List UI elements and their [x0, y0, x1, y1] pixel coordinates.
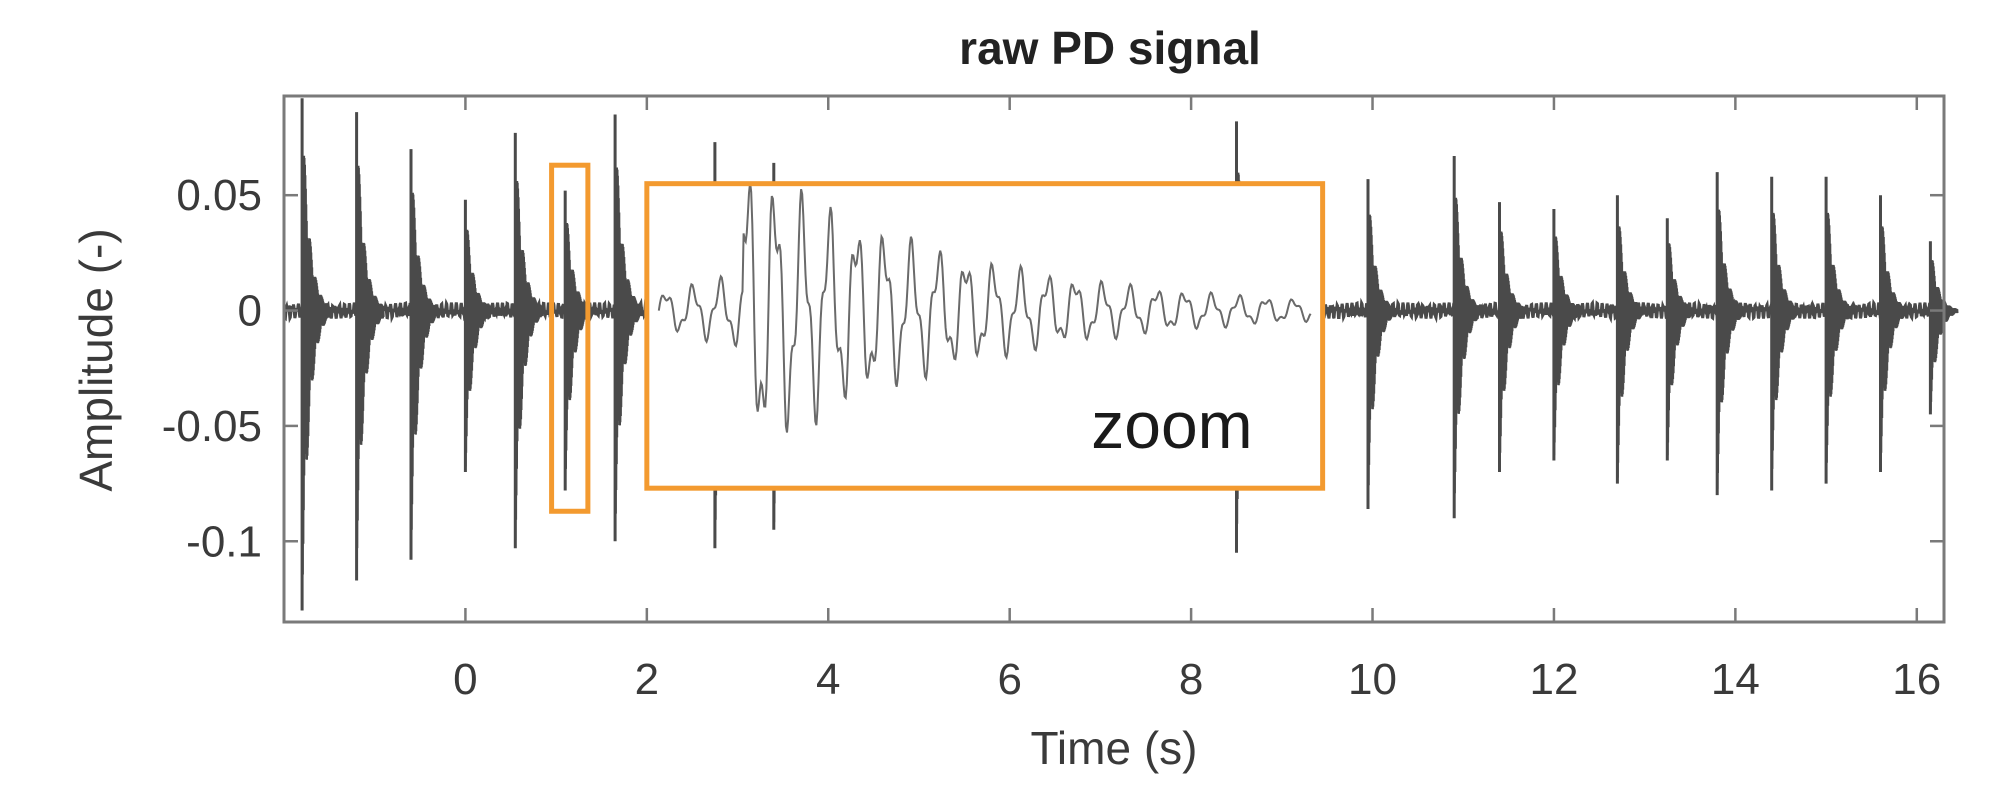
zoom-label: zoom [1091, 388, 1252, 462]
signal-burst [1616, 226, 1646, 478]
signal-burst [464, 229, 494, 467]
y-tick-label: 0 [238, 287, 262, 336]
axes-box [282, 94, 1946, 624]
x-tick-label: 6 [997, 655, 1021, 704]
signal-burst [1453, 197, 1483, 512]
signal-burst [1666, 243, 1696, 456]
x-axis-label: Time (s) [1031, 722, 1198, 774]
zoom-waveform [657, 182, 1312, 433]
y-axis: 0.05 0 -0.05 -0.1 [162, 171, 1944, 566]
x-tick-label: 8 [1179, 655, 1203, 704]
x-axis: 0 2 4 6 8 10 12 14 16 [453, 96, 1941, 704]
signal-burst [1770, 212, 1800, 485]
signal-burst [1552, 236, 1582, 456]
plot-area [282, 98, 1959, 611]
x-tick-label: 14 [1711, 655, 1760, 704]
signal-burst [514, 180, 544, 541]
signal-burst [355, 165, 385, 572]
x-tick-label: 4 [816, 655, 840, 704]
signal-burst [1825, 212, 1855, 478]
signal-burst [1366, 214, 1397, 503]
signal-burst [614, 167, 644, 534]
y-axis-label: Amplitude (-) [70, 228, 122, 491]
signal-burst [409, 192, 440, 552]
y-tick-label: 0.05 [176, 171, 262, 220]
x-tick-label: 2 [635, 655, 659, 704]
annotations: zoom [549, 162, 1326, 514]
signal-burst [301, 155, 331, 601]
x-tick-label: 0 [453, 655, 477, 704]
y-tick-label: -0.05 [162, 402, 262, 451]
y-tick-label: -0.1 [186, 517, 262, 566]
zoom-box [644, 181, 1326, 491]
selection-box [549, 162, 591, 514]
signal-burst [1879, 226, 1909, 467]
signal-burst [1498, 231, 1528, 467]
x-tick-label: 10 [1348, 655, 1397, 704]
signal-burst [1716, 209, 1746, 489]
chart-title: raw PD signal [959, 22, 1261, 74]
x-tick-label: 16 [1892, 655, 1941, 704]
x-tick-label: 12 [1529, 655, 1578, 704]
